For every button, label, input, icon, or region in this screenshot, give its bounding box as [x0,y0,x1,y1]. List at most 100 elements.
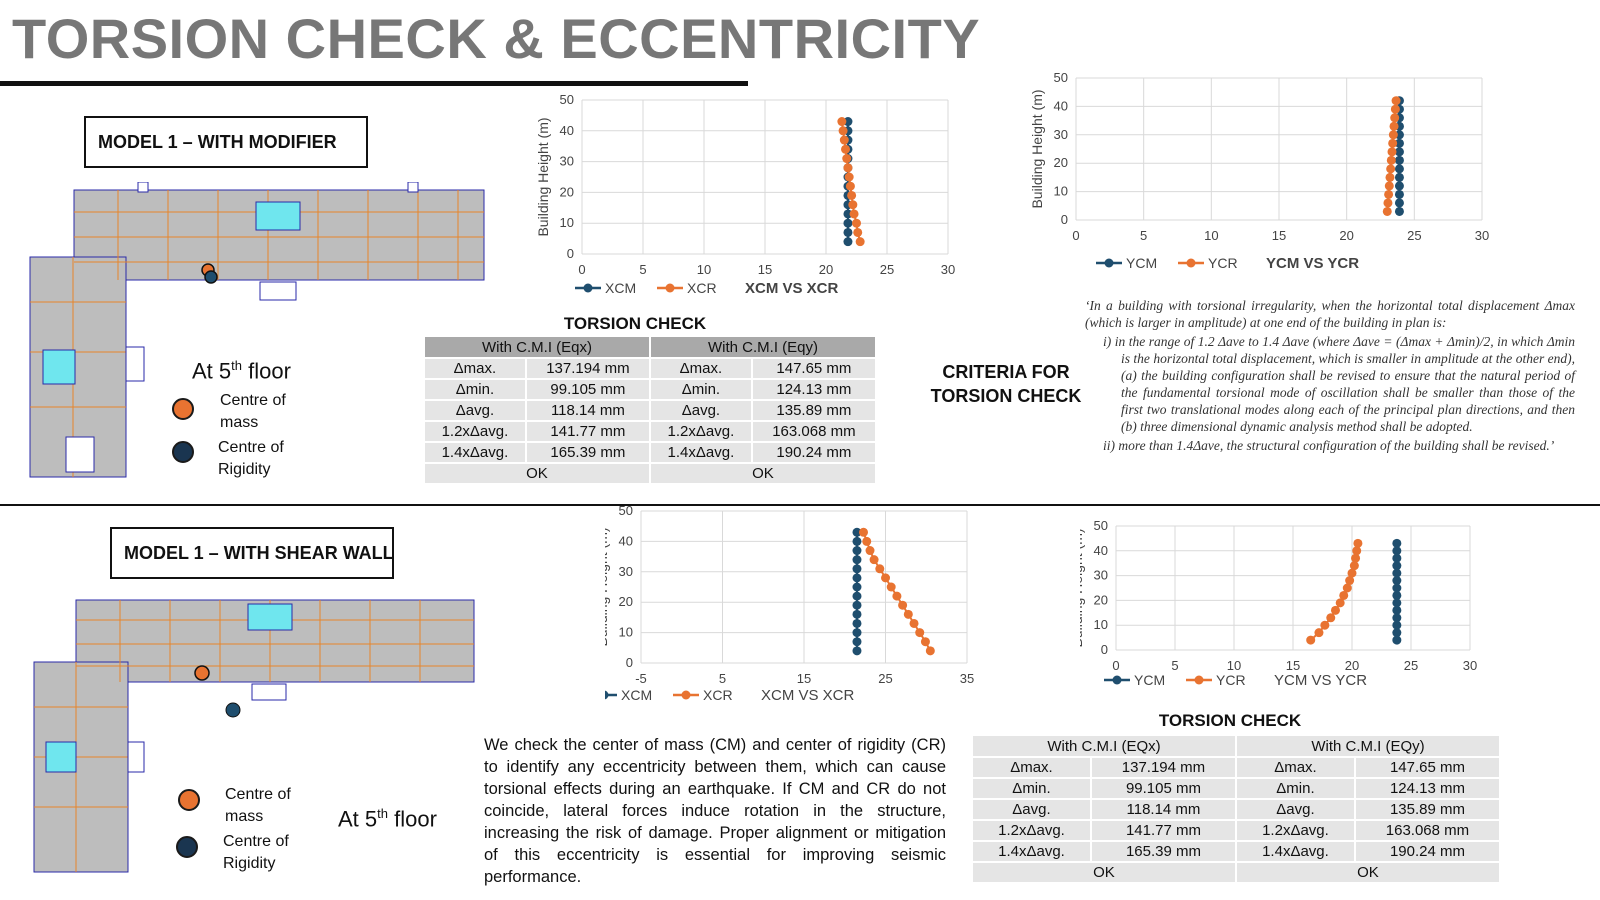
torsion-table-top: With C.M.I (Eqx) With C.M.I (Eqy) Δmax. 13… [423,335,877,485]
data-point-ycr [1352,546,1362,556]
legend-label: YCM [1134,672,1165,688]
table-row: Δmax. 137.194 mm Δmax. 147.65 mm [973,758,1499,777]
table-header: With C.M.I (Eqx) [425,337,649,357]
x-tick-label: 30 [1475,228,1489,243]
x-tick-label: 15 [1286,658,1300,673]
data-point-ycr [1390,104,1400,114]
data-point-ycr [1320,620,1330,630]
legend-marker [605,690,609,700]
x-tick-label: 15 [758,262,772,277]
data-point-ycr [1326,613,1336,623]
x-tick-label: 25 [880,262,894,277]
x-tick-label: 15 [797,671,811,686]
data-point-xcm [852,609,862,619]
floor-label-top: At 5th floor [192,358,291,384]
data-point-xcm [852,555,862,565]
data-point-xcm [852,582,862,592]
legend-marker [681,690,691,700]
chart-title: XCM VS XCR [745,280,839,297]
data-point-xcm [852,536,862,546]
data-point-xcm [852,628,862,638]
table-status-row: OK OK [973,863,1499,882]
navy-circle-icon [176,836,198,858]
data-point-ycm [1392,576,1402,586]
x-tick-label: 15 [1272,228,1286,243]
y-tick-label: 10 [560,215,574,230]
legend-marker [1186,258,1196,268]
page-title: TORSION CHECK & ECCENTRICITY [12,7,981,70]
y-tick-label: 40 [1094,543,1108,558]
data-point-ycm [1394,181,1404,191]
data-point-ycm [1392,553,1402,563]
data-point-xcm [852,573,862,583]
legend-cm-bottom: Centre of mass [225,786,291,825]
y-tick-label: 0 [1101,642,1108,657]
data-point-ycr [1388,138,1398,148]
data-point-ycm [1392,583,1402,593]
data-point-xcr [843,163,853,173]
criteria-label: CRITERIA FOR TORSION CHECK [930,362,1082,406]
orange-circle-icon [172,398,194,420]
floor-label-bottom: At 5th floor [338,806,437,832]
torsion-table-bottom: With C.M.I (EQx) With C.M.I (EQy) Δmax. 13… [971,734,1501,884]
data-point-ycm [1394,164,1404,174]
data-point-xcr [865,546,875,556]
legend-marker [1194,675,1204,685]
data-point-ycm [1392,628,1402,638]
x-tick-label: 20 [1345,658,1359,673]
data-point-xcr [842,154,852,164]
legend-label: XCM [605,280,636,296]
data-point-ycr [1388,130,1398,140]
chart-xcm-vs-xcr-bottom: -5 5 15 25 35 0 10 20 30 40 50 Building Height (m) X… [605,505,974,704]
x-tick-label: 30 [941,262,955,277]
data-point-ycm [1392,568,1402,578]
navy-circle-icon [172,441,194,463]
data-point-xcm [843,227,853,237]
orange-circle-icon [178,789,200,811]
data-point-ycm [1392,538,1402,548]
y-tick-label: 50 [560,92,574,107]
y-tick-label: 50 [1094,520,1108,533]
data-point-xcm [843,237,853,247]
data-point-ycm [1392,635,1402,645]
data-point-xcm [852,618,862,628]
legend-label: YCR [1216,672,1246,688]
data-point-ycr [1386,155,1396,165]
explanation-paragraph: We check the center of mass (CM) and cen… [484,736,946,886]
data-point-ycm [1392,546,1402,556]
y-tick-label: 30 [619,564,633,579]
section-divider [0,504,1600,506]
chart-title: YCM VS YCR [1266,255,1359,272]
legend-marker [583,283,593,293]
x-tick-label: 0 [1112,658,1119,673]
table-row: 1.4xΔavg. 165.39 mm 1.4xΔavg. 190.24 mm [425,443,875,462]
data-point-ycr [1345,576,1355,586]
data-point-ycm [1394,155,1404,165]
table-row: Δmax. 137.194 mm Δmax. 147.65 mm [425,359,875,378]
data-point-ycr [1347,568,1357,578]
y-axis-label: Building Height (m) [605,527,610,646]
data-point-ycr [1383,198,1393,208]
data-point-ycm [1394,147,1404,157]
chart-title: YCM VS YCR [1274,672,1367,689]
data-point-xcr [909,618,919,628]
y-tick-label: 10 [1054,184,1068,199]
y-tick-label: 20 [1094,592,1108,607]
y-axis-label: Building Height (m) [1080,528,1085,647]
data-point-xcr [837,117,847,127]
model-label-shear-wall: MODEL 1 – WITH SHEAR WALL [110,527,394,579]
data-point-xcr [845,181,855,191]
data-point-ycr [1342,583,1352,593]
x-tick-label: -5 [635,671,647,686]
x-tick-label: 25 [878,671,892,686]
data-point-ycr [1353,538,1363,548]
data-point-xcm [852,546,862,556]
x-tick-label: 30 [1463,658,1477,673]
x-tick-label: 10 [1204,228,1218,243]
data-point-xcr [855,237,865,247]
x-tick-label: 5 [1171,658,1178,673]
legend-label: XCR [703,687,733,703]
data-point-ycr [1382,206,1392,216]
y-tick-label: 40 [560,123,574,138]
data-point-ycm [1392,598,1402,608]
